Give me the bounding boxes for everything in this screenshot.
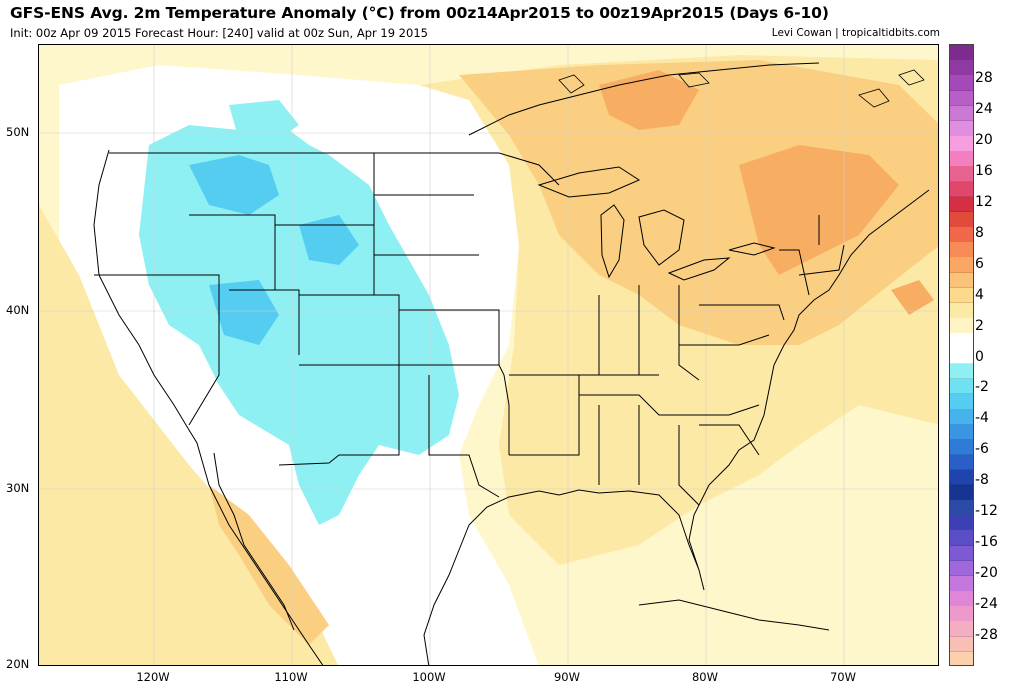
graticule: [39, 45, 938, 665]
cold-anomaly-core-utah: [209, 280, 279, 345]
colorbar-label: -28: [975, 627, 998, 643]
lat-label-40n: 40N: [6, 303, 30, 317]
colorbar-segment: [950, 242, 973, 258]
colorbar-label: -8: [975, 472, 989, 489]
lat-label-20n: 20N: [6, 657, 30, 671]
colorbar-segment: [950, 424, 973, 440]
colorbar-segment: [950, 287, 973, 304]
colorbar-segment: [950, 211, 973, 228]
colorbar-segment: [950, 575, 973, 592]
lon-label-120w: 120W: [136, 670, 170, 684]
colorbar-label: -2: [975, 379, 989, 396]
lat-label-30n: 30N: [6, 481, 30, 495]
colorbar-segment: [950, 257, 973, 274]
colorbar-segment: [950, 105, 973, 122]
author-credit: Levi Cowan | tropicaltidbits.com: [771, 27, 940, 39]
lon-label-90w: 90W: [553, 670, 581, 684]
colorbar-label: 8: [975, 224, 984, 241]
colorbar-segment: [950, 378, 973, 395]
colorbar-segment: [950, 409, 973, 425]
lon-label-110w: 110W: [274, 670, 308, 684]
colorbar-segment: [950, 621, 973, 638]
colorbar-segment: [950, 591, 973, 607]
colorbar-segment: [950, 393, 973, 410]
lon-label-80w: 80W: [691, 670, 719, 684]
colorbar-label: -4: [975, 410, 989, 427]
colorbar-segment: [950, 530, 973, 547]
cold-anomaly-idaho-arm: [229, 100, 299, 145]
colorbar-label: -24: [975, 596, 998, 613]
anomaly-map: [38, 44, 939, 666]
colorbar-label: 24: [975, 100, 993, 117]
warm-anomaly-quebec: [599, 70, 699, 130]
warm-anomaly-atlantic: [891, 280, 934, 315]
colorbar-segment: [950, 606, 973, 622]
colorbar-segment: [950, 151, 973, 167]
colorbar-label: 20: [975, 131, 993, 148]
lon-label-70w: 70W: [829, 670, 857, 684]
warm-anomaly-pacific: [39, 205, 339, 665]
init-forecast-info: Init: 00z Apr 09 2015 Forecast Hour: [24…: [10, 26, 428, 40]
lat-label-50n: 50N: [6, 125, 30, 139]
coastlines: [93, 62, 930, 665]
colorbar-segment: [950, 318, 973, 334]
colorbar-label: 2: [975, 317, 984, 334]
colorbar-segment: [950, 181, 973, 198]
colorbar-segment: [950, 90, 973, 107]
lon-label-100w: 100W: [412, 670, 446, 684]
colorbar-segment: [950, 196, 973, 213]
colorbar-segment: [950, 333, 973, 349]
colorbar-segment: [950, 560, 973, 577]
colorbar-label: 28: [975, 70, 993, 86]
colorbar-segment: [950, 500, 973, 516]
colorbar-segment: [950, 45, 973, 61]
colorbar-segment: [950, 636, 973, 653]
colorbar-label: 12: [975, 193, 993, 210]
colorbar-segment: [950, 272, 973, 289]
colorbar-segment: [950, 348, 973, 365]
cold-anomaly-core-colorado: [299, 215, 359, 265]
cold-anomaly-core-north: [189, 155, 279, 215]
political-borders: [94, 152, 845, 506]
colorbar-segment: [950, 120, 973, 137]
colorbar-segment: [950, 363, 973, 380]
colorbar-segment: [950, 60, 973, 76]
colorbar-segment: [950, 469, 973, 486]
colorbar-label: 16: [975, 162, 993, 179]
colorbar-segment: [950, 454, 973, 471]
warm-anomaly-northeast: [459, 60, 938, 345]
colorbar-label: -20: [975, 565, 998, 582]
map-title: GFS-ENS Avg. 2m Temperature Anomaly (°C)…: [10, 4, 829, 22]
great-lakes: [537, 166, 776, 281]
colorbar-label: 6: [975, 255, 984, 272]
colorbar-label: 0: [975, 348, 984, 365]
colorbar-segment: [950, 515, 973, 531]
colorbar-label: -16: [975, 534, 998, 551]
colorbar-label: -12: [975, 503, 998, 520]
northern-lakes: [558, 69, 925, 108]
colorbar-label: 4: [975, 286, 984, 303]
colorbar-segment: [950, 484, 973, 501]
colorbar-segment: [950, 136, 973, 152]
map-canvas: [39, 45, 938, 665]
colorbar-segment: [950, 227, 973, 243]
colorbar: [949, 44, 974, 666]
warm-anomaly-pennsylvania: [699, 275, 799, 325]
colorbar-segment: [950, 545, 973, 562]
colorbar-segment: [950, 439, 973, 456]
colorbar-segment: [950, 166, 973, 183]
colorbar-segment: [950, 75, 973, 91]
warm-anomaly-newengland: [739, 145, 899, 275]
colorbar-label: -6: [975, 441, 989, 458]
warm-anomaly-baja: [209, 485, 329, 645]
colorbar-segment: [950, 302, 973, 319]
colorbar-segment: [950, 651, 973, 665]
